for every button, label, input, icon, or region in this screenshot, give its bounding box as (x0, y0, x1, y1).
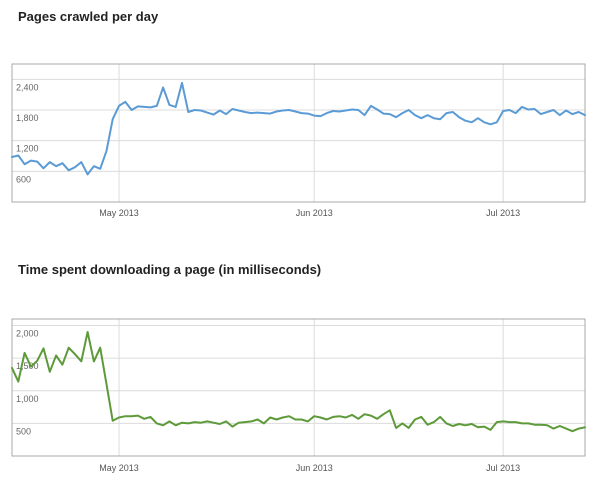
plot-frame (11, 63, 586, 203)
x-tick-label: Jun 2013 (296, 208, 333, 218)
y-tick-label: 2,000 (16, 329, 39, 339)
x-tick-label: Jul 2013 (486, 208, 520, 218)
y-tick-label: 600 (16, 174, 31, 184)
x-tick-label: May 2013 (99, 463, 139, 473)
y-tick-label: 1,800 (16, 113, 39, 123)
y-tick-label: 1,200 (16, 144, 39, 154)
chart-1-title: Pages crawled per day (18, 9, 159, 24)
y-tick-label: 500 (16, 426, 31, 436)
x-tick-label: May 2013 (99, 208, 139, 218)
series-line (11, 81, 586, 176)
y-tick-label: 1,500 (16, 361, 39, 371)
plot-frame (11, 318, 586, 457)
x-tick-label: Jul 2013 (486, 463, 520, 473)
y-tick-label: 1,000 (16, 394, 39, 404)
chart-2-title: Time spent downloading a page (in millis… (18, 262, 322, 277)
x-tick-label: Jun 2013 (296, 463, 333, 473)
y-tick-label: 2,400 (16, 82, 39, 92)
chart-1-pages-crawled: 2,400 1,800 1,200 600 May 2013 Jun 2013 Jul 20… (11, 63, 586, 218)
series-line (11, 331, 586, 433)
